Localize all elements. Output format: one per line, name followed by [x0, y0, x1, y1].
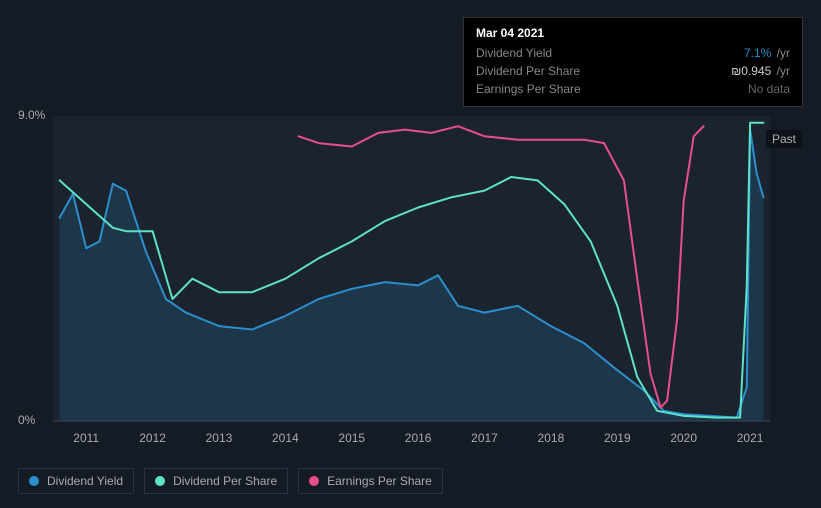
y-tick-label: 9.0%	[18, 108, 45, 122]
x-tick-label: 2012	[139, 431, 166, 445]
x-tick-label: 2021	[737, 431, 764, 445]
tooltip-row-label: Dividend Per Share	[476, 62, 580, 80]
chart-container: Past 9.0% 0% 2011 2012 2013 2014 2015 2016 2017…	[0, 0, 821, 508]
legend-item-dividend_yield[interactable]: Dividend Yield	[18, 468, 134, 494]
legend-item-earnings_per_share[interactable]: Earnings Per Share	[298, 468, 443, 494]
x-tick-label: 2020	[670, 431, 697, 445]
tooltip-row: Dividend Yield 7.1% /yr	[476, 44, 790, 62]
x-tick-label: 2018	[538, 431, 565, 445]
x-tick-label: 2019	[604, 431, 631, 445]
tooltip-row-label: Earnings Per Share	[476, 80, 581, 98]
tooltip-row-suffix: /yr	[773, 46, 790, 60]
legend: Dividend Yield Dividend Per Share Earnings…	[18, 468, 443, 494]
x-tick-label: 2014	[272, 431, 299, 445]
tooltip-date: Mar 04 2021	[476, 26, 790, 40]
x-tick-label: 2016	[405, 431, 432, 445]
x-tick-label: 2017	[471, 431, 498, 445]
y-tick-label: 0%	[18, 413, 35, 427]
tooltip-row: Earnings Per Share No data	[476, 80, 790, 98]
legend-label: Dividend Yield	[47, 474, 123, 488]
hover-tooltip: Mar 04 2021 Dividend Yield7.1% /yrDivide…	[463, 17, 803, 107]
legend-item-dividend_per_share[interactable]: Dividend Per Share	[144, 468, 288, 494]
legend-swatch	[155, 476, 165, 486]
legend-swatch	[309, 476, 319, 486]
tooltip-row-value: 7.1%	[744, 46, 771, 60]
tooltip-row-suffix: /yr	[773, 64, 790, 78]
x-tick-label: 2013	[206, 431, 233, 445]
tooltip-row-value: ₪0.945	[731, 64, 771, 78]
legend-label: Dividend Per Share	[173, 474, 277, 488]
tooltip-row-value: No data	[748, 82, 790, 96]
x-tick-label: 2015	[338, 431, 365, 445]
legend-swatch	[29, 476, 39, 486]
past-badge: Past	[766, 130, 802, 148]
tooltip-row: Dividend Per Share ₪0.945 /yr	[476, 62, 790, 80]
x-tick-label: 2011	[73, 431, 99, 445]
tooltip-row-label: Dividend Yield	[476, 44, 552, 62]
legend-label: Earnings Per Share	[327, 474, 432, 488]
